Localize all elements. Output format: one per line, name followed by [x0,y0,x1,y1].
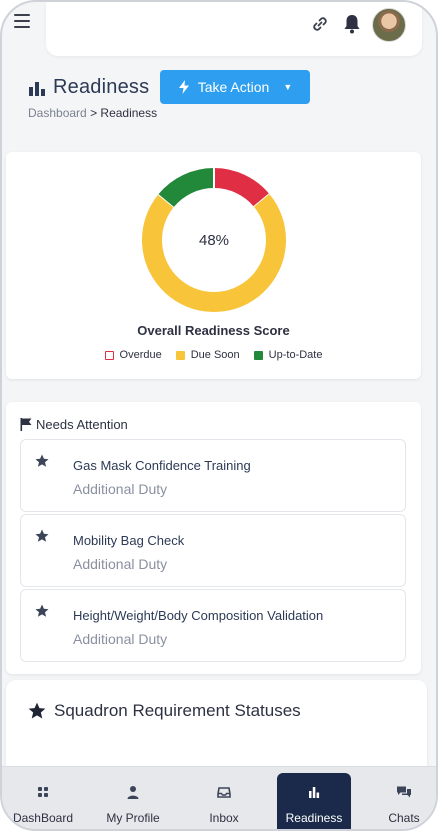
task-subtitle: Additional Duty [73,481,168,497]
nav-label-readiness: Readiness [285,811,343,825]
legend-label-up-to-date: Up-to-Date [268,349,323,361]
user-icon [127,786,139,799]
top-bar [46,2,422,56]
avatar[interactable] [372,8,406,42]
nav-label-inbox: Inbox [209,811,239,825]
legend-swatch-due-soon [175,350,185,360]
page-title-group: Readiness [28,76,149,99]
nav-label-chats: Chats [388,811,420,825]
legend-label-overdue: Overdue [119,349,162,361]
donut-svg [142,168,286,312]
donut-chart: 48% [141,167,287,313]
chart-legend: Overdue Due Soon Up-to-Date [6,349,421,361]
star-icon [28,702,46,719]
flag-icon [20,418,32,431]
needs-attention-header: Needs Attention [20,417,128,432]
needs-attention-title: Needs Attention [36,417,128,432]
nav-item-readiness[interactable]: Readiness [277,773,351,829]
donut-separator [253,193,271,208]
squadron-title: Squadron Requirement Statuses [54,701,301,720]
legend-due-soon[interactable]: Due Soon [175,349,240,361]
bar-chart-icon [309,787,320,798]
star-icon [35,454,49,467]
score-title: Overall Readiness Score [137,323,290,338]
breadcrumb-current: > Readiness [90,106,158,120]
bar-chart-icon [29,81,45,96]
nav-label-dashboard: DashBoard [12,811,74,825]
page-title: Readiness [53,76,150,98]
nav-item-my-profile[interactable]: My Profile [96,773,170,829]
task-subtitle: Additional Duty [73,556,168,572]
task-title: Height/Weight/Body Composition Validatio… [73,608,324,623]
take-action-label: Take Action [197,79,270,95]
link-icon[interactable] [310,14,330,34]
task-item[interactable]: Height/Weight/Body Composition Validatio… [20,589,406,662]
star-icon [35,604,49,617]
legend-swatch-up-to-date [253,350,263,360]
squadron-statuses-card: Squadron Requirement Statuses [6,680,427,780]
task-item[interactable]: Mobility Bag Check Additional Duty [20,514,406,587]
bolt-icon [178,80,189,94]
bell-icon[interactable] [342,13,362,35]
squadron-title-group: Squadron Requirement Statuses [28,701,301,721]
legend-label-due-soon: Due Soon [190,349,240,361]
menu-icon[interactable] [14,14,30,28]
donut-slice-up-to-date[interactable] [158,168,215,208]
task-subtitle: Additional Duty [73,631,168,647]
star-icon [35,529,49,542]
legend-swatch-overdue [104,350,114,360]
needs-attention-card: Needs Attention Gas Mask Confidence Trai… [6,402,421,674]
readiness-score-card: 48% Overall Readiness Score Overdue Due … [6,152,421,379]
chat-icon [397,786,411,798]
breadcrumb: Dashboard > Readiness [28,106,157,120]
donut-slice-overdue[interactable] [213,168,270,208]
donut-slice-due-soon[interactable] [142,194,286,312]
nav-item-chats[interactable]: Chats [367,773,436,829]
legend-up-to-date[interactable]: Up-to-Date [253,349,323,361]
task-item[interactable]: Gas Mask Confidence Training Additional … [20,439,406,512]
task-title: Mobility Bag Check [73,533,185,548]
caret-down-icon: ▼ [283,82,293,92]
bottom-nav: DashBoard My Profile Inbox Readiness [2,766,436,829]
grid-icon [38,787,48,797]
nav-label-my-profile: My Profile [106,811,160,825]
nav-item-inbox[interactable]: Inbox [187,773,261,829]
donut-center-label: 48% [198,231,230,249]
breadcrumb-dashboard[interactable]: Dashboard [28,106,87,120]
legend-overdue[interactable]: Overdue [104,349,162,361]
task-title: Gas Mask Confidence Training [73,458,251,473]
inbox-icon [217,787,231,798]
take-action-button[interactable]: Take Action ▼ [160,70,310,104]
nav-item-dashboard[interactable]: DashBoard [6,773,80,829]
